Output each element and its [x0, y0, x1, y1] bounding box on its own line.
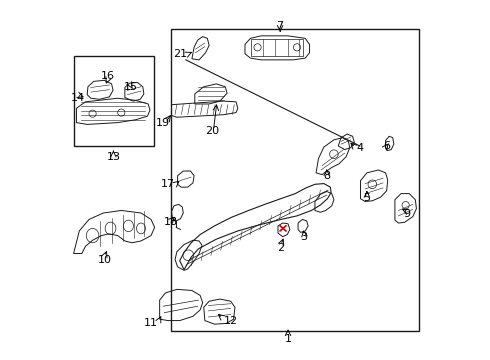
Text: 9: 9	[403, 209, 410, 219]
Text: 14: 14	[71, 93, 85, 103]
Text: 6: 6	[383, 141, 390, 151]
Text: 15: 15	[124, 82, 138, 92]
Text: 20: 20	[205, 126, 219, 135]
Bar	[172, 30, 419, 330]
Text: 1: 1	[285, 333, 292, 343]
Text: 8: 8	[323, 171, 330, 181]
Text: 11: 11	[144, 319, 158, 328]
Text: 3: 3	[301, 232, 308, 242]
Text: 10: 10	[98, 255, 111, 265]
Text: 4: 4	[356, 143, 363, 153]
Text: 2: 2	[277, 243, 284, 253]
Text: 7: 7	[276, 21, 284, 31]
Text: 18: 18	[163, 217, 177, 227]
Text: 19: 19	[156, 118, 171, 128]
Text: 21: 21	[173, 49, 188, 59]
Text: 12: 12	[223, 316, 238, 325]
Text: 16: 16	[101, 71, 115, 81]
Text: 5: 5	[364, 193, 370, 203]
Text: 13: 13	[106, 152, 121, 162]
Text: 17: 17	[161, 179, 175, 189]
Bar	[74, 56, 153, 146]
